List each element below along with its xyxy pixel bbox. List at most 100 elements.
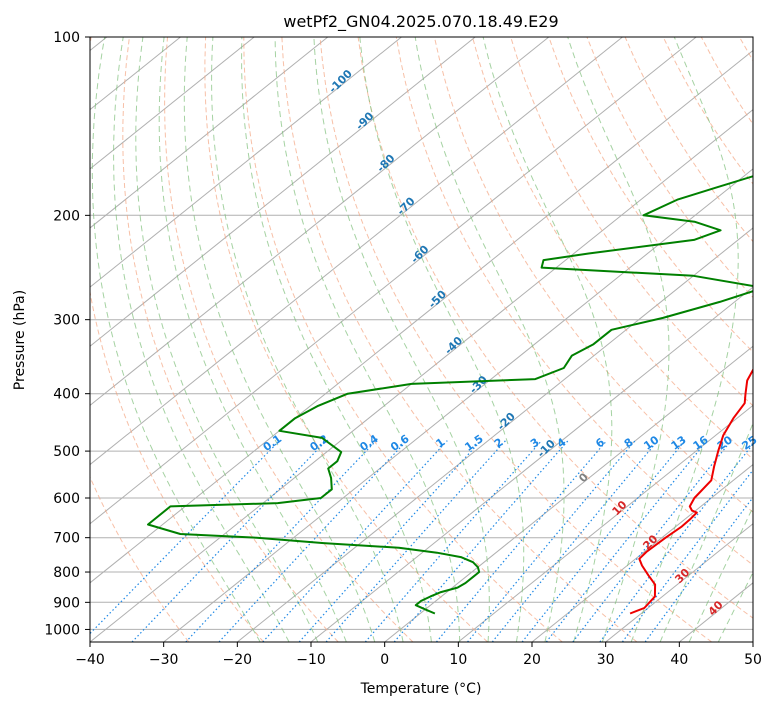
mixing-ratio-line (572, 440, 732, 642)
x-tick-label: 50 (744, 652, 762, 668)
mixing-ratio-label: 13 (669, 433, 689, 452)
chart-title: wetPf2_GN04.2025.070.18.49.E29 (283, 12, 558, 32)
mixing-ratio-line (298, 440, 482, 642)
dry-adiabat-line (90, 37, 264, 642)
moist-adiabat-line (91, 37, 261, 642)
isotherm-line (90, 37, 476, 347)
isotherm-line (90, 37, 329, 229)
mixing-ratio-line (185, 440, 377, 642)
x-tick-label: 10 (449, 652, 467, 668)
dry-adiabat-label: -80 (374, 151, 397, 174)
mixing-ratio-label: 10 (641, 433, 661, 453)
dry-adiabat-label: -20 (495, 410, 518, 433)
isotherm-line (90, 37, 623, 466)
x-tick-label: −40 (75, 652, 105, 668)
y-tick-label: 500 (53, 444, 80, 460)
dry-adiabat-line (281, 37, 638, 642)
moist-adiabat-line (567, 37, 670, 642)
dry-adiabat-label: -70 (394, 194, 417, 217)
isotherm-line (236, 227, 753, 642)
dry-adiabat-line (319, 37, 713, 642)
profile-lines-layer (147, 175, 753, 615)
dry-adiabat-label: -100 (326, 67, 355, 96)
mixing-ratio-label: 2 (492, 436, 506, 451)
dry-adiabat-line (586, 37, 753, 299)
moist-adiabat-line (274, 37, 461, 642)
moist-adiabat-line (659, 421, 753, 642)
mixing-ratio-line (131, 440, 327, 642)
mixing-ratio-line (467, 440, 636, 642)
mixing-ratio-line (644, 496, 753, 642)
dewpoint-profile-line (147, 175, 753, 615)
moist-adiabat-line (113, 37, 290, 642)
y-tick-label: 900 (53, 595, 80, 611)
isotherm-line (384, 345, 753, 642)
isotherm-line (752, 641, 753, 642)
y-tick-label: 400 (53, 387, 80, 403)
moist-adiabat-line (688, 505, 753, 642)
dry-adiabat-line (472, 37, 753, 460)
dry-adiabat-label: -60 (408, 242, 431, 265)
mixing-ratio-label: 4 (555, 435, 569, 450)
moist-adiabat-line (158, 37, 347, 642)
mixing-ratio-label: 1 (434, 436, 448, 451)
mixing-ratio-label: 16 (691, 433, 711, 453)
moist-adiabat-line (135, 37, 319, 642)
dry-adiabat-line (395, 37, 753, 566)
mixing-ratio-line (599, 443, 753, 642)
moist-adiabat-line (717, 571, 753, 642)
isotherm-line (90, 37, 255, 170)
mixing-ratio-label: 8 (622, 436, 636, 451)
moist-adiabat-line (313, 37, 490, 642)
dry-adiabat-line (90, 475, 190, 642)
y-tick-label: 1000 (44, 622, 80, 638)
isotherm-line (678, 582, 753, 642)
moist-adiabat-line (482, 37, 613, 642)
mixing-ratio-line (218, 440, 408, 642)
isotherm-line (90, 37, 697, 525)
isotherm-line (163, 168, 753, 642)
mixing-ratio-line (325, 440, 507, 642)
temperature-profile-line (629, 367, 753, 615)
x-tick-label: −30 (149, 652, 179, 668)
mixing-ratio-line (364, 440, 543, 642)
isotherm-line (605, 523, 753, 642)
y-tick-label: 100 (53, 30, 80, 46)
mixing-ratio-line (521, 440, 686, 642)
isotherm-line (310, 286, 753, 642)
moist-adiabat-line (630, 37, 739, 642)
x-tick-label: 40 (670, 652, 688, 668)
dry-adiabat-line (433, 37, 753, 513)
isotherm-line (531, 463, 753, 642)
mixing-ratio-line (393, 440, 569, 642)
moist-adiabat-line (241, 37, 432, 642)
dry-adiabat-line (164, 37, 414, 642)
moist-adiabat-line (183, 37, 376, 642)
y-tick-label: 600 (53, 491, 80, 507)
dry-adiabat-line (357, 37, 753, 619)
dry-adiabat-line (243, 37, 563, 642)
y-tick-label: 700 (53, 531, 80, 547)
x-tick-label: −10 (296, 652, 326, 668)
mixing-ratio-line (90, 440, 281, 635)
dry-adiabat-label: -40 (442, 334, 465, 357)
x-tick-label: 20 (523, 652, 541, 668)
moist-adiabat-line (414, 37, 565, 642)
dry-adiabat-line (122, 37, 339, 642)
mixing-ratio-line (262, 440, 448, 642)
isotherm-line (457, 404, 753, 642)
mixing-ratio-line (491, 440, 659, 642)
isotherm-line (90, 49, 753, 584)
y-axis-label: Pressure (hPa) (12, 290, 28, 390)
dry-adiabat-line (510, 37, 753, 407)
auxiliary-lines-layer (90, 37, 753, 642)
y-tick-label: 800 (53, 565, 80, 581)
x-tick-label: 0 (380, 652, 389, 668)
axis-ticks-layer: −40 −30 −20 −10 0 10 20 30 40 50 100 200 300 400 500 60… (44, 30, 762, 668)
x-tick-label: 30 (597, 652, 615, 668)
isotherm-line (90, 37, 402, 288)
dry-adiabat-label: -90 (353, 109, 376, 132)
plot-frame (89, 36, 754, 643)
